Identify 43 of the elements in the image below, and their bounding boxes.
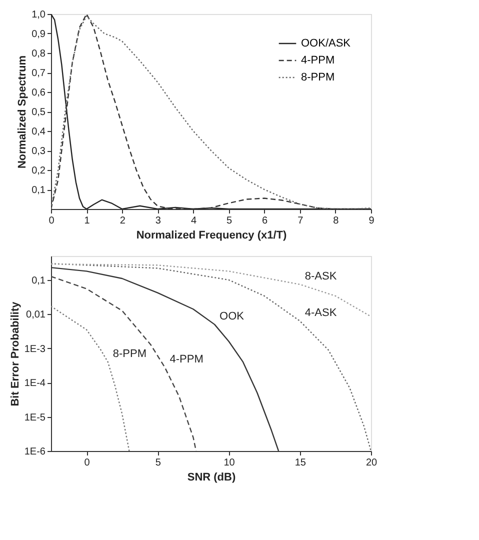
- series-label: 4-PPM: [170, 353, 204, 366]
- y-tick-label: 0,6: [32, 88, 46, 98]
- legend-label: 8-PPM: [301, 72, 335, 84]
- y-tick-label: 0,5: [32, 107, 46, 118]
- y-tick-label: 0,8: [32, 48, 46, 60]
- x-tick-label: 0: [84, 458, 90, 468]
- y-tick-label: 0,3: [32, 146, 46, 157]
- y-tick-label: 1E-4: [24, 378, 46, 390]
- series-label: OOK: [220, 310, 245, 322]
- x-tick-label: 1: [84, 216, 90, 226]
- x-tick-label: 6: [262, 216, 268, 226]
- x-axis-title: SNR (dB): [187, 472, 236, 484]
- x-axis-title: Normalized Frequency (x1/T): [136, 230, 288, 242]
- y-tick-label: 1E-5: [24, 412, 46, 424]
- y-tick-label: 0,9: [32, 29, 46, 40]
- x-tick-label: 8: [333, 216, 340, 226]
- y-tick-label: 1E-3: [24, 344, 46, 355]
- x-tick-label: 2: [120, 216, 126, 226]
- y-tick-label: 0,01: [26, 310, 46, 321]
- x-tick-label: 5: [226, 216, 232, 226]
- x-tick-label: 4: [190, 216, 197, 226]
- legend-label: 4-PPM: [301, 54, 335, 66]
- x-tick-label: 3: [155, 216, 162, 226]
- x-tick-label: 7: [298, 216, 304, 226]
- y-tick-label: 0,4: [32, 126, 46, 138]
- series-label: 8-ASK: [304, 270, 338, 282]
- series-label: 8-PPM: [112, 348, 147, 360]
- x-tick-label: 20: [366, 458, 378, 468]
- x-tick-label: 9: [368, 216, 375, 226]
- y-tick-label: 0,2: [32, 166, 46, 176]
- x-tick-label: 5: [155, 458, 162, 468]
- series-label: 4-ASK: [304, 307, 338, 319]
- x-tick-label: 0: [48, 216, 55, 226]
- x-tick-label: 10: [224, 458, 236, 468]
- y-tick-label: 0,1: [32, 275, 46, 286]
- y-tick-label: 0,1: [32, 185, 46, 196]
- legend-label: OOK/ASK: [301, 38, 352, 50]
- y-axis-title: Normalized Spectrum: [16, 55, 29, 169]
- y-tick-label: 0,7: [32, 68, 46, 79]
- y-tick-label: 1,0: [32, 10, 46, 20]
- x-tick-label: 15: [294, 458, 306, 468]
- y-axis-title: Bit Error Probability: [9, 300, 22, 406]
- y-tick-label: 1E-6: [24, 446, 46, 458]
